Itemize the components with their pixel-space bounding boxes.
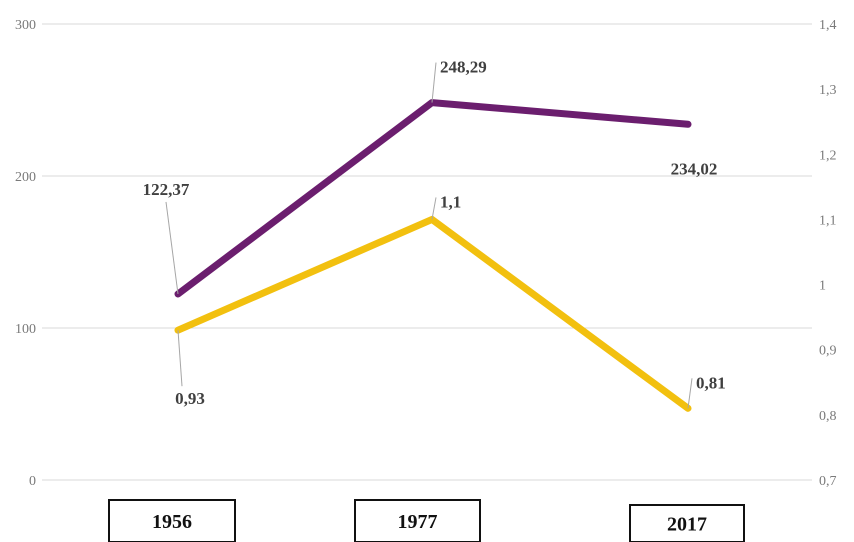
series-line-2: [174, 215, 692, 412]
right-tick-label: 1,1: [819, 213, 837, 228]
series-layer: [174, 99, 692, 412]
category-label: 1956: [152, 511, 192, 533]
category-label: 1977: [398, 511, 438, 533]
category-box: [108, 499, 236, 542]
series-line-1: [174, 99, 692, 298]
leader-line: [177, 330, 183, 387]
left-tick-label: 0: [29, 474, 36, 489]
leader-line: [431, 197, 437, 220]
left-tick-label: 300: [15, 18, 36, 33]
data-label: 0,93: [175, 389, 205, 408]
category-box: [629, 504, 745, 542]
data-label: 248,29: [440, 58, 487, 77]
leader-lines: [165, 62, 693, 409]
data-labels: 122,37 248,29 234,02 0,93 1,1 0,81: [143, 58, 726, 409]
right-tick-label: 1,2: [819, 148, 837, 163]
category-boxes: 1956 1977 2017: [108, 499, 745, 542]
right-tick-label: 1,4: [819, 18, 837, 33]
category-label: 2017: [667, 514, 707, 536]
data-label: 0,81: [696, 373, 726, 392]
right-tick-label: 0,7: [819, 474, 837, 489]
right-tick-label: 0,8: [819, 409, 837, 424]
right-tick-label: 1: [819, 279, 826, 294]
gridlines: [42, 23, 812, 481]
leader-line: [431, 62, 437, 103]
left-tick-label: 100: [15, 322, 36, 337]
right-axis: 0,7 0,8 0,9 1 1,1 1,2 1,3 1,4: [819, 18, 837, 489]
data-label: 1,1: [440, 192, 461, 211]
leader-line: [687, 378, 693, 409]
category-box: [354, 499, 481, 542]
left-axis: 0 100 200 300: [15, 18, 36, 489]
right-tick-label: 1,3: [819, 83, 837, 98]
data-label: 122,37: [143, 180, 190, 199]
leader-line: [165, 201, 179, 295]
right-tick-label: 0,9: [819, 344, 837, 359]
left-tick-label: 200: [15, 170, 36, 185]
data-label: 234,02: [671, 159, 718, 178]
